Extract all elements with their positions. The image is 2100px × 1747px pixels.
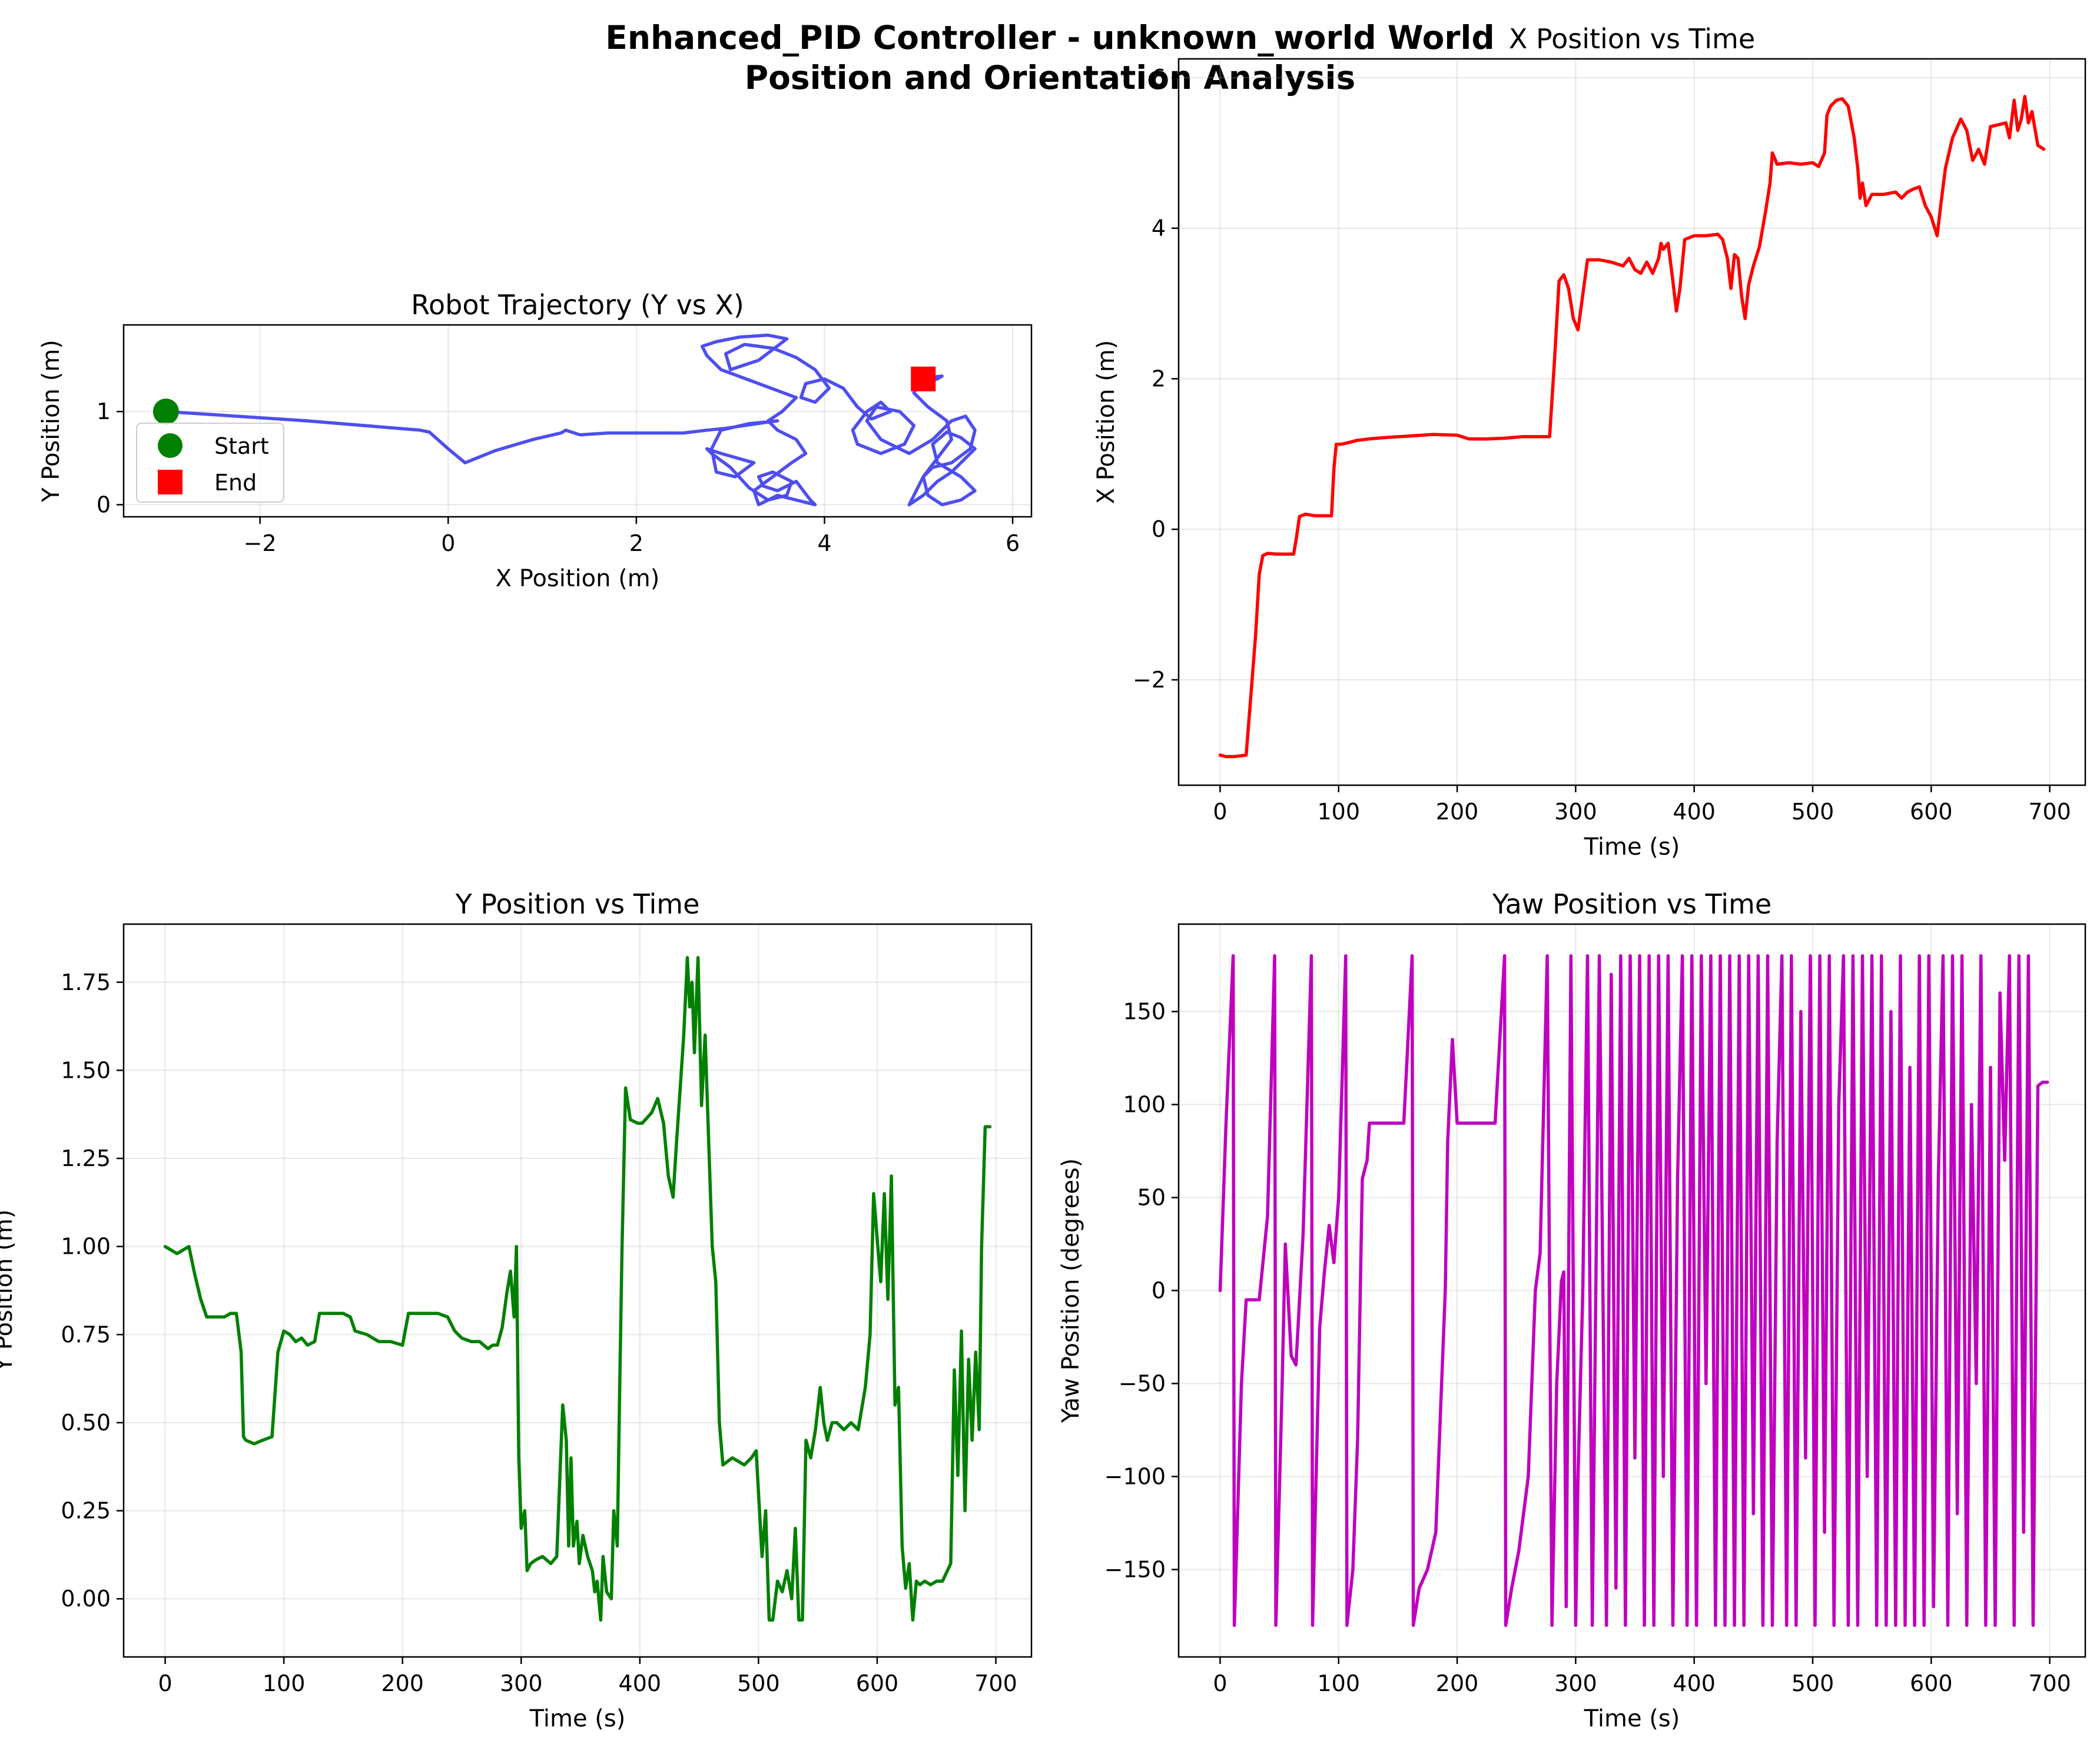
x-tick-label: 0: [441, 530, 455, 556]
x-tick-label: 400: [619, 1670, 662, 1696]
x-tick-label: 500: [1792, 799, 1834, 825]
series-line-0: [1218, 95, 2046, 759]
chart-panel-trajectory: −2 0 2 4 6 0 1 Robot Trajectory (Y vs X) X Posit…: [38, 289, 1033, 592]
y-tick-label: −50: [1119, 1370, 1166, 1396]
x-tick-label: 0: [1213, 799, 1227, 825]
legend-label-end: End: [214, 470, 257, 496]
x-tick-label: 500: [737, 1670, 780, 1696]
x-tick-label: 2: [629, 530, 643, 556]
x-tick-label: 100: [263, 1670, 306, 1696]
chart-title: Yaw Position vs Time: [1492, 888, 1771, 920]
figure-title-line-1: Enhanced_PID Controller - unknown_world …: [605, 19, 1495, 57]
x-tick-label: 700: [974, 1670, 1017, 1696]
marker-end: [911, 366, 936, 391]
x-axis-label: X Position (m): [496, 565, 660, 592]
y-tick-label: 0.50: [61, 1410, 111, 1436]
series-line-0: [1218, 954, 2049, 1628]
y-tick-label: 1.00: [61, 1234, 111, 1260]
chart-panel-x-vs-time: 0 100 200 300 400 500 600 700 −2 0 2 4 6 X Position v…: [1093, 23, 2086, 861]
x-axis-label: Time (s): [1584, 833, 1680, 861]
y-tick-label: 2: [1152, 366, 1166, 391]
chart-panel-y-vs-time: 0 100 200 300 400 500 600 700 0.00 0.25 0.50 0.75 1.…: [0, 888, 1033, 1732]
x-tick-label: 400: [1673, 1670, 1716, 1696]
y-tick-label: 0: [97, 491, 111, 517]
x-tick-label: 0: [158, 1670, 172, 1696]
figure-title: Enhanced_PID Controller - unknown_world …: [0, 18, 2100, 98]
x-tick-label: 4: [817, 530, 831, 556]
y-tick-label: 0.75: [61, 1321, 111, 1347]
legend-label-start: Start: [214, 433, 269, 459]
x-tick-label: 300: [1554, 799, 1597, 825]
x-tick-label: 400: [1673, 799, 1716, 825]
y-tick-label: 0.25: [61, 1498, 111, 1524]
x-axis-label: Time (s): [1584, 1705, 1680, 1732]
x-tick-label: 6: [1006, 530, 1020, 556]
x-tick-label: 200: [381, 1670, 424, 1696]
legend-marker-start: [158, 433, 183, 458]
x-tick-label: 500: [1792, 1670, 1834, 1696]
chart-title: Robot Trajectory (Y vs X): [411, 289, 744, 321]
y-tick-label: 1: [97, 398, 111, 424]
x-tick-label: 600: [1910, 799, 1953, 825]
chart-title: Y Position vs Time: [455, 888, 700, 920]
x-tick-label: −2: [244, 530, 277, 556]
y-tick-label: −100: [1104, 1463, 1166, 1489]
y-tick-label: 50: [1137, 1185, 1166, 1211]
marker-start: [152, 398, 179, 425]
x-tick-label: 200: [1436, 1670, 1479, 1696]
y-axis-label: Y Position (m): [38, 340, 65, 503]
y-tick-label: 1.50: [61, 1057, 111, 1083]
axes-frame: [1177, 58, 2086, 786]
y-tick-label: 6: [1152, 65, 1166, 91]
y-tick-label: 100: [1123, 1092, 1166, 1118]
series-line-0: [164, 333, 977, 507]
chart-title: X Position vs Time: [1509, 23, 1755, 55]
chart-panel-yaw-vs-time: 0 100 200 300 400 500 600 700 −150 −100 −50 0 50 100 1…: [1057, 888, 2086, 1732]
x-tick-label: 0: [1213, 1670, 1227, 1696]
y-tick-label: 4: [1152, 215, 1166, 241]
legend: Start End: [136, 423, 284, 503]
x-tick-label: 700: [2028, 1670, 2071, 1696]
y-tick-label: 0: [1152, 1278, 1166, 1304]
y-tick-label: −2: [1133, 667, 1166, 693]
y-tick-label: 1.75: [61, 969, 111, 995]
y-tick-label: 0.00: [61, 1586, 111, 1612]
x-tick-label: 300: [1554, 1670, 1597, 1696]
y-tick-label: 1.25: [61, 1145, 111, 1171]
x-tick-label: 100: [1317, 1670, 1360, 1696]
axes-frame: [122, 923, 1033, 1658]
y-axis-label: Y Position (m): [0, 1210, 18, 1373]
x-tick-label: 100: [1317, 799, 1360, 825]
y-axis-label: X Position (m): [1093, 340, 1120, 504]
x-tick-label: 600: [1910, 1670, 1953, 1696]
x-tick-label: 300: [500, 1670, 543, 1696]
x-axis-label: Time (s): [529, 1705, 626, 1732]
x-tick-label: 600: [856, 1670, 899, 1696]
y-tick-label: 150: [1123, 999, 1166, 1025]
figure-title-line-2: Position and Orientation Analysis: [744, 59, 1356, 97]
y-axis-label: Yaw Position (degrees): [1057, 1158, 1084, 1424]
x-tick-label: 700: [2028, 799, 2071, 825]
series-line-0: [163, 956, 992, 1622]
y-tick-label: 0: [1152, 516, 1166, 542]
x-tick-label: 200: [1436, 799, 1479, 825]
legend-marker-end: [158, 470, 183, 494]
y-tick-label: −150: [1104, 1556, 1166, 1582]
axes-frame: [122, 324, 1033, 518]
